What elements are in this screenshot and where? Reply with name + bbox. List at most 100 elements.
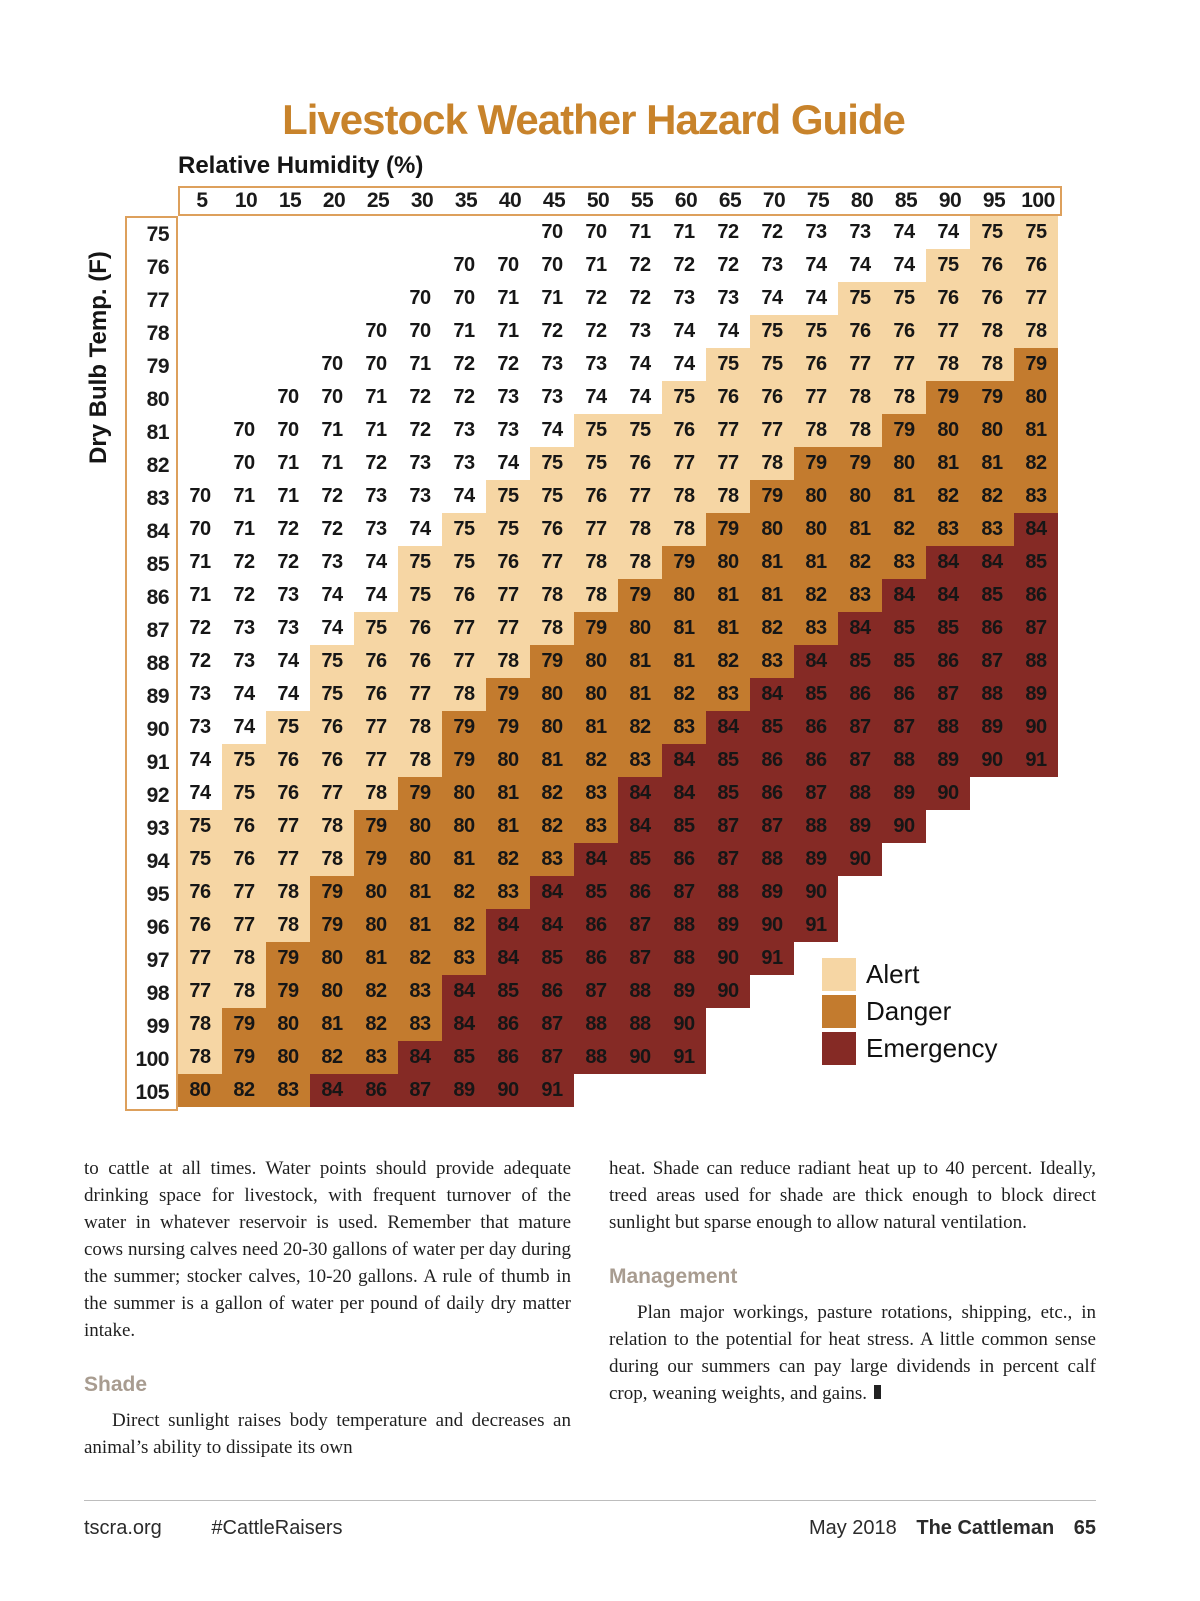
heat-index-cell: 83 bbox=[398, 975, 442, 1008]
heat-index-cell: 82 bbox=[310, 1041, 354, 1074]
heat-index-cell bbox=[706, 1008, 750, 1041]
heat-index-cell: 80 bbox=[266, 1041, 310, 1074]
heat-index-cell: 77 bbox=[574, 513, 618, 546]
paragraph-management-text: Plan major workings, pasture rotations, … bbox=[609, 1302, 1096, 1404]
heat-index-cell: 83 bbox=[618, 744, 662, 777]
heat-index-cell: 87 bbox=[838, 744, 882, 777]
heat-index-cell: 78 bbox=[178, 1041, 222, 1074]
heat-index-cell: 80 bbox=[882, 447, 926, 480]
heat-index-cell: 90 bbox=[882, 810, 926, 843]
heat-index-cell: 81 bbox=[442, 843, 486, 876]
heat-index-cell: 71 bbox=[409, 353, 431, 375]
temp-label: 87 bbox=[146, 619, 170, 642]
heat-index-cell: 82 bbox=[574, 744, 618, 777]
heat-table: 75 76 77 78 79 80 81 82 83 84 85 86 87 88 89 90 91 92 93 94… bbox=[125, 216, 1062, 1111]
heat-index-cell: 82 bbox=[970, 480, 1014, 513]
heat-index-cell: 91 bbox=[794, 909, 838, 942]
heat-index-cell: 78 bbox=[530, 612, 574, 645]
heat-index-cell bbox=[222, 282, 266, 315]
heat-index-cell: 72 bbox=[233, 584, 255, 606]
heat-index-cell: 81 bbox=[794, 546, 838, 579]
heat-index-cell: 72 bbox=[629, 254, 651, 276]
heat-index-cell: 74 bbox=[497, 452, 519, 474]
temp-label: 100 bbox=[135, 1048, 169, 1071]
heat-index-cell: 78 bbox=[222, 975, 266, 1008]
heat-index-cell: 87 bbox=[618, 942, 662, 975]
heat-index-cell: 76 bbox=[750, 381, 794, 414]
heat-index-cell: 73 bbox=[277, 584, 299, 606]
heat-index-cell: 74 bbox=[893, 221, 915, 243]
heat-index-cell: 80 bbox=[442, 810, 486, 843]
heat-index-cell: 76 bbox=[486, 546, 530, 579]
heat-index-cell: 78 bbox=[398, 744, 442, 777]
heat-index-cell: 76 bbox=[530, 513, 574, 546]
heat-index-cell: 75 bbox=[266, 711, 310, 744]
heat-index-cell: 77 bbox=[222, 909, 266, 942]
heat-index-cell: 77 bbox=[926, 315, 970, 348]
heat-index-cell: 81 bbox=[750, 579, 794, 612]
heat-index-cell: 84 bbox=[794, 645, 838, 678]
heat-index-cell bbox=[1014, 942, 1058, 975]
heat-index-cell bbox=[310, 315, 354, 348]
heat-index-cell: 73 bbox=[453, 419, 475, 441]
heat-index-cell: 86 bbox=[926, 645, 970, 678]
heat-index-cell: 91 bbox=[530, 1074, 574, 1107]
heat-index-cell: 78 bbox=[1014, 315, 1058, 348]
heat-index-cell: 74 bbox=[189, 749, 211, 771]
heat-index-cell: 79 bbox=[1014, 348, 1058, 381]
heat-index-cell bbox=[882, 876, 926, 909]
heat-index-cell: 84 bbox=[926, 546, 970, 579]
heat-index-cell: 74 bbox=[321, 584, 343, 606]
heat-index-cell: 85 bbox=[706, 744, 750, 777]
heat-index-cell: 75 bbox=[398, 579, 442, 612]
legend-swatch-emergency bbox=[822, 1031, 856, 1065]
heat-index-cell: 77 bbox=[178, 942, 222, 975]
heat-index-cell: 76 bbox=[618, 447, 662, 480]
heat-index-cell: 87 bbox=[530, 1041, 574, 1074]
heat-index-cell: 80 bbox=[530, 678, 574, 711]
heat-index-cell: 79 bbox=[662, 546, 706, 579]
heat-index-cell: 79 bbox=[618, 579, 662, 612]
heat-index-cell bbox=[838, 876, 882, 909]
heat-index-cell: 87 bbox=[530, 1008, 574, 1041]
heat-index-cell: 80 bbox=[442, 777, 486, 810]
heat-index-cell: 78 bbox=[618, 546, 662, 579]
heat-index-cell: 75 bbox=[530, 447, 574, 480]
heat-index-cell: 78 bbox=[310, 810, 354, 843]
heat-index-cell bbox=[178, 315, 222, 348]
heat-index-cell: 84 bbox=[442, 975, 486, 1008]
heat-index-cell: 76 bbox=[354, 645, 398, 678]
heat-index-cell: 86 bbox=[530, 975, 574, 1008]
heat-index-cell: 72 bbox=[233, 551, 255, 573]
heat-index-cell: 79 bbox=[530, 645, 574, 678]
heat-index-cell: 73 bbox=[541, 353, 563, 375]
heat-index-cell bbox=[178, 348, 222, 381]
heat-index-cell: 83 bbox=[354, 1041, 398, 1074]
heat-index-cell: 78 bbox=[530, 579, 574, 612]
heat-index-cell: 80 bbox=[310, 975, 354, 1008]
heat-index-cell: 75 bbox=[706, 348, 750, 381]
heat-index-cell: 86 bbox=[662, 843, 706, 876]
heat-index-cell: 80 bbox=[794, 480, 838, 513]
heat-index-cell: 75 bbox=[574, 414, 618, 447]
heat-index-cell: 80 bbox=[574, 678, 618, 711]
heat-index-cell: 77 bbox=[706, 447, 750, 480]
heat-index-cell: 77 bbox=[398, 678, 442, 711]
heat-index-cell: 84 bbox=[530, 909, 574, 942]
heat-index-cell: 87 bbox=[706, 810, 750, 843]
heat-index-cell: 89 bbox=[926, 744, 970, 777]
footer-right: May 2018 The Cattleman 65 bbox=[809, 1517, 1096, 1540]
heat-index-cell: 71 bbox=[629, 221, 651, 243]
legend-label: Emergency bbox=[866, 1032, 998, 1063]
heat-index-cell: 75 bbox=[750, 348, 794, 381]
heat-index-cell: 78 bbox=[750, 447, 794, 480]
heat-index-cell: 72 bbox=[541, 320, 563, 342]
heat-index-cell: 85 bbox=[1014, 546, 1058, 579]
heat-index-cell: 87 bbox=[618, 909, 662, 942]
heat-index-cell: 85 bbox=[662, 810, 706, 843]
humidity-header: 35 bbox=[454, 189, 478, 212]
heat-index-cell: 81 bbox=[618, 645, 662, 678]
heat-index-cell: 70 bbox=[233, 452, 255, 474]
heat-index-cell: 73 bbox=[629, 320, 651, 342]
humidity-header: 50 bbox=[586, 189, 610, 212]
